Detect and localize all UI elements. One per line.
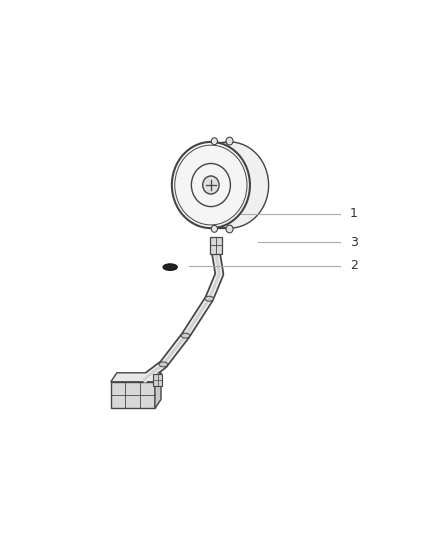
Ellipse shape — [205, 296, 213, 301]
Ellipse shape — [181, 333, 190, 338]
Ellipse shape — [226, 225, 233, 233]
Ellipse shape — [203, 176, 219, 194]
Ellipse shape — [191, 142, 268, 228]
Ellipse shape — [226, 137, 233, 145]
Ellipse shape — [211, 225, 218, 232]
Text: 1: 1 — [350, 207, 358, 220]
Polygon shape — [111, 373, 161, 382]
Polygon shape — [155, 373, 161, 408]
Text: 3: 3 — [350, 236, 358, 249]
FancyBboxPatch shape — [111, 382, 155, 408]
FancyBboxPatch shape — [210, 237, 222, 254]
Ellipse shape — [211, 138, 218, 144]
Ellipse shape — [163, 264, 177, 270]
Text: 2: 2 — [350, 260, 358, 272]
Ellipse shape — [159, 362, 168, 367]
Ellipse shape — [172, 142, 250, 228]
FancyBboxPatch shape — [153, 374, 162, 386]
